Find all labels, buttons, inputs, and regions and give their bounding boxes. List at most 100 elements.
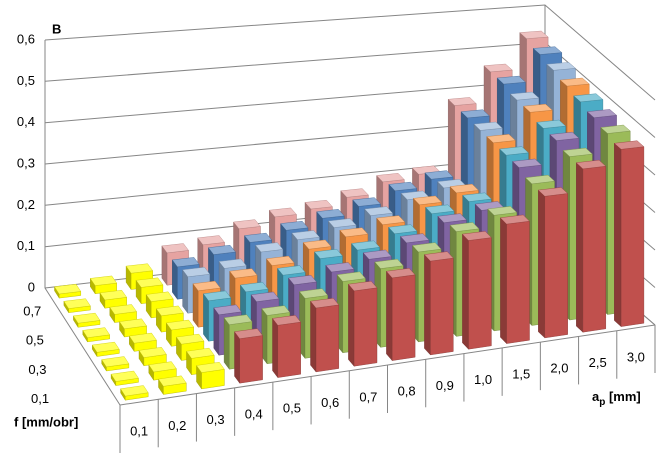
x-tick-label: 2,5 <box>589 355 607 370</box>
bar-top <box>339 227 369 238</box>
bar-side <box>310 300 317 373</box>
bar-top <box>499 146 529 156</box>
bar-top <box>546 62 576 71</box>
bar-top <box>327 218 357 228</box>
bar <box>315 304 339 373</box>
bar-top <box>158 375 187 387</box>
bar-top <box>525 174 556 185</box>
bar-top <box>499 214 530 225</box>
bar-top <box>376 215 406 225</box>
bar <box>544 193 568 339</box>
bar-top <box>182 266 211 278</box>
bar-top <box>119 318 147 330</box>
bar-side <box>614 142 622 328</box>
x-tick-label: 0,1 <box>130 424 148 439</box>
bar-top <box>461 231 492 241</box>
bar-top <box>376 173 405 183</box>
bar-top <box>63 298 91 309</box>
bar-top <box>110 370 139 382</box>
bar-top <box>425 204 455 214</box>
bar-top <box>268 207 297 218</box>
bar-top <box>486 134 516 144</box>
bar-top <box>462 192 492 202</box>
bar-top <box>89 275 118 286</box>
bar-top <box>532 46 563 55</box>
bar-top <box>54 283 82 295</box>
bar-top <box>386 268 416 279</box>
bar-side <box>500 217 507 345</box>
bar-top <box>449 222 480 232</box>
bar-top <box>208 244 236 255</box>
bar-top <box>325 262 355 273</box>
bar-top <box>186 347 215 359</box>
bar-top <box>155 305 184 317</box>
bar-top <box>161 243 189 254</box>
z-tick-label: 0,7 <box>23 303 41 318</box>
bar-top <box>412 195 443 206</box>
bar-top <box>266 255 295 266</box>
bar-top <box>460 109 490 119</box>
bar-side <box>203 293 209 342</box>
bar-top <box>171 257 200 268</box>
bar-top <box>519 30 549 39</box>
bar-top <box>277 265 306 276</box>
bar-top <box>483 63 513 73</box>
bar-top <box>316 209 345 219</box>
x-tick-label: 1,0 <box>474 372 492 387</box>
x-tick-label: 0,8 <box>398 384 416 399</box>
bar-top <box>340 188 369 198</box>
bar-top <box>109 304 137 315</box>
bar-top <box>388 224 418 235</box>
y-tick-label: 0,6 <box>17 31 35 46</box>
bar-top <box>128 332 157 344</box>
bar <box>353 287 378 367</box>
x-axis-title-main: a <box>592 389 600 404</box>
bar-top <box>374 258 404 269</box>
bar-top <box>272 315 302 326</box>
x-tick-label: 0,5 <box>283 401 301 416</box>
bar-side <box>348 283 355 367</box>
y-tick-label: 0,3 <box>17 155 35 170</box>
bar-top <box>299 288 329 299</box>
x-tick-label: 1,5 <box>512 366 530 381</box>
bar-top <box>218 258 247 269</box>
bar-top <box>261 305 291 316</box>
x-tick-label: 2,0 <box>550 361 568 376</box>
bar-top <box>304 199 333 210</box>
bar-top <box>145 291 174 302</box>
bar-top <box>575 159 607 170</box>
x-axis-title-sub: p <box>599 397 605 408</box>
bar-side <box>386 270 393 362</box>
bar-top <box>233 219 261 230</box>
bar-top <box>352 197 381 207</box>
y-axis-title: B <box>52 21 61 36</box>
x-axis-title: ap [mm] <box>592 389 641 407</box>
bar-top <box>613 140 645 150</box>
x-tick-label: 0,7 <box>359 389 377 404</box>
y-tick-label: 0,2 <box>17 197 35 212</box>
bar-top <box>213 304 242 316</box>
bar-side <box>192 283 199 328</box>
bar-top <box>537 187 569 197</box>
bar-top <box>197 235 225 246</box>
bar <box>468 237 492 350</box>
bar-top <box>250 291 280 302</box>
bar <box>239 335 263 384</box>
bar-side <box>576 162 584 333</box>
bar-top <box>120 385 149 397</box>
bar-side <box>234 331 240 384</box>
bar-top <box>447 97 477 106</box>
x-axis-title-rest: [mm] <box>605 389 640 404</box>
z-tick-label: 0,1 <box>31 391 49 406</box>
bar <box>506 220 530 344</box>
bar-side <box>538 189 545 339</box>
bar-top <box>148 361 177 373</box>
bar-side <box>424 254 431 356</box>
bar-top <box>73 312 101 324</box>
y-tick-label: 0,4 <box>17 114 35 129</box>
bar-top <box>223 314 253 325</box>
bar-top <box>509 91 540 101</box>
bar-top <box>586 109 618 118</box>
bar-top <box>310 297 340 309</box>
